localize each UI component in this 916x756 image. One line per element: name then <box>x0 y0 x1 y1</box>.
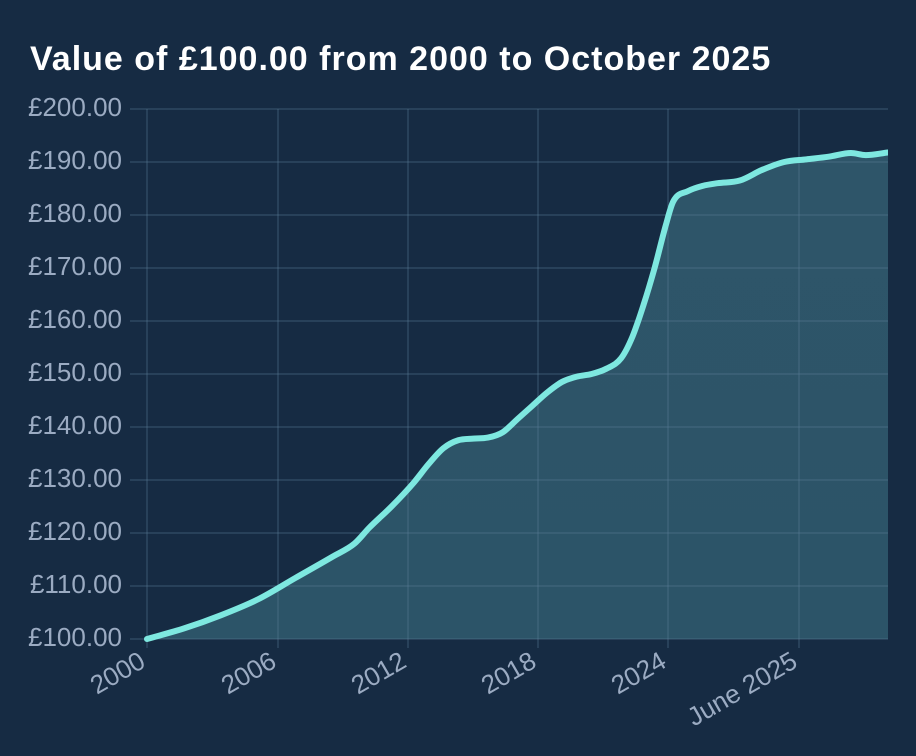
svg-text:2006: 2006 <box>216 645 281 700</box>
svg-text:2012: 2012 <box>346 645 411 700</box>
svg-text:£100.00: £100.00 <box>28 622 122 652</box>
svg-text:£170.00: £170.00 <box>28 251 122 281</box>
svg-text:£200.00: £200.00 <box>28 92 122 122</box>
svg-text:2000: 2000 <box>85 645 150 700</box>
svg-text:2024: 2024 <box>606 645 671 700</box>
svg-text:£110.00: £110.00 <box>30 569 122 599</box>
svg-text:£140.00: £140.00 <box>28 410 122 440</box>
svg-text:£190.00: £190.00 <box>28 145 122 175</box>
svg-text:£130.00: £130.00 <box>28 463 122 493</box>
svg-text:£180.00: £180.00 <box>28 198 122 228</box>
svg-text:£150.00: £150.00 <box>28 357 122 387</box>
svg-text:£160.00: £160.00 <box>28 304 122 334</box>
svg-text:June 2025: June 2025 <box>682 645 802 732</box>
svg-text:2018: 2018 <box>476 645 541 700</box>
svg-text:£120.00: £120.00 <box>28 516 122 546</box>
